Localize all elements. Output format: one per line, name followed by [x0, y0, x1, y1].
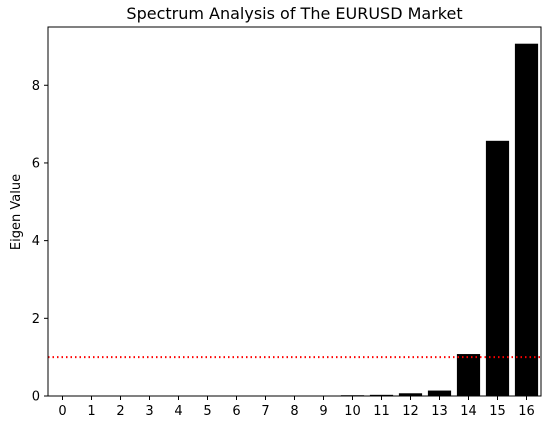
- x-tick-label: 8: [290, 404, 298, 419]
- y-tick-label: 8: [32, 79, 40, 94]
- bar-12: [398, 393, 423, 396]
- chart-title: Spectrum Analysis of The EURUSD Market: [126, 4, 462, 23]
- x-tick-label: 1: [87, 404, 95, 419]
- x-tick-label: 15: [489, 404, 506, 419]
- x-tick-label: 3: [145, 404, 153, 419]
- x-tick-label: 6: [232, 404, 240, 419]
- y-axis-ticks: 0 2 4 6 8: [32, 79, 48, 405]
- y-tick-label: 6: [32, 156, 40, 171]
- x-tick-label: 13: [431, 404, 448, 419]
- x-tick-label: 9: [319, 404, 327, 419]
- x-tick-label: 4: [174, 404, 182, 419]
- x-axis-ticks: 0 1 2 3 4 5 6 7 8 9 10 11 12 13 14 15 16: [58, 396, 535, 419]
- plot-frame: [47, 26, 542, 397]
- bar-11: [369, 394, 394, 396]
- x-tick-label: 0: [58, 404, 66, 419]
- x-tick-label: 14: [460, 404, 477, 419]
- bar-14: [456, 354, 481, 396]
- y-axis-label: Eigen Value: [9, 174, 24, 250]
- x-tick-label: 10: [344, 404, 361, 419]
- y-tick-label: 4: [32, 234, 40, 249]
- x-tick-label: 12: [402, 404, 419, 419]
- x-tick-label: 11: [373, 404, 390, 419]
- bar-13: [427, 390, 452, 396]
- y-tick-label: 0: [32, 390, 40, 405]
- x-tick-label: 7: [261, 404, 269, 419]
- y-tick-label: 2: [32, 312, 40, 327]
- x-tick-label: 2: [116, 404, 124, 419]
- bar-16: [514, 43, 539, 396]
- x-tick-label: 5: [203, 404, 211, 419]
- x-tick-label: 16: [518, 404, 535, 419]
- bars-group: [50, 43, 539, 396]
- bar-15: [485, 140, 510, 396]
